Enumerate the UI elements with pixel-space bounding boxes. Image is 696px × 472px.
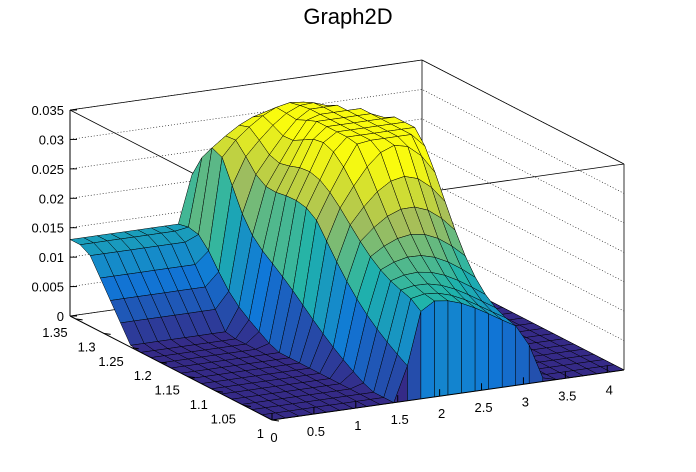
grid-line-z-1 bbox=[69, 236, 625, 341]
x-tick-label: 2.5 bbox=[474, 400, 492, 415]
surface-front-wall bbox=[461, 302, 476, 394]
grid-line-z-3 bbox=[69, 177, 625, 282]
z-tick-label: 0.01 bbox=[39, 250, 64, 265]
y-tick-label: 1.25 bbox=[98, 354, 123, 369]
y-tick-label: 1.15 bbox=[155, 383, 180, 398]
y-tick bbox=[103, 332, 111, 335]
x-tick-label: 0.5 bbox=[307, 424, 325, 439]
y-tick bbox=[187, 376, 195, 379]
z-tick-label: 0 bbox=[57, 309, 64, 324]
z-tick-label: 0.025 bbox=[31, 162, 64, 177]
surface-front-wall bbox=[434, 300, 449, 398]
y-tick bbox=[215, 390, 223, 393]
surface-front-wall bbox=[474, 307, 489, 392]
y-tick bbox=[131, 347, 139, 350]
box-edge-5 bbox=[421, 59, 625, 165]
x-tick-label: 1.5 bbox=[391, 412, 409, 427]
grid-line-z-6 bbox=[69, 89, 625, 194]
x-tick-label: 0 bbox=[270, 430, 277, 445]
z-tick-label: 0.03 bbox=[39, 132, 64, 147]
surface-front-wall bbox=[447, 300, 462, 396]
y-tick-label: 1.2 bbox=[134, 368, 152, 383]
y-tick-label: 1.3 bbox=[78, 339, 96, 354]
z-tick-label: 0.02 bbox=[39, 191, 64, 206]
grid-line-z-4 bbox=[69, 147, 625, 253]
chart-title: Graph2D bbox=[303, 4, 393, 29]
surface-front-wall bbox=[488, 313, 503, 390]
y-tick bbox=[271, 419, 280, 422]
z-tick-label: 0.035 bbox=[31, 103, 64, 118]
x-tick-label: 3 bbox=[522, 394, 529, 409]
x-tick-label: 2 bbox=[438, 406, 445, 421]
y-tick bbox=[243, 405, 252, 408]
y-tick bbox=[159, 361, 167, 364]
box-edge-4 bbox=[69, 59, 423, 111]
grid-line-z-2 bbox=[69, 206, 625, 312]
surface-front-wall bbox=[501, 319, 516, 388]
y-tick-label: 1.05 bbox=[211, 412, 236, 427]
surface-layer bbox=[69, 101, 625, 421]
x-tick-label: 1 bbox=[354, 418, 361, 433]
y-tick bbox=[75, 318, 83, 321]
y-tick-label: 1 bbox=[257, 426, 264, 441]
y-tick-label: 1.1 bbox=[190, 397, 208, 412]
x-tick-label: 4 bbox=[606, 382, 613, 397]
z-tick-label: 0.015 bbox=[31, 221, 64, 236]
axis-layer: 0 0.5 1 1.5 2 2.5 3 3.5 4 1 1.051.1 1.151.2 1.251.3 1… bbox=[31, 103, 625, 445]
z-tick-label: 0.005 bbox=[31, 280, 64, 295]
y-tick-label: 1.35 bbox=[42, 325, 67, 340]
grid-line-z-5 bbox=[69, 118, 625, 224]
surface-front-wall bbox=[420, 300, 435, 400]
x-tick-label: 3.5 bbox=[558, 388, 576, 403]
